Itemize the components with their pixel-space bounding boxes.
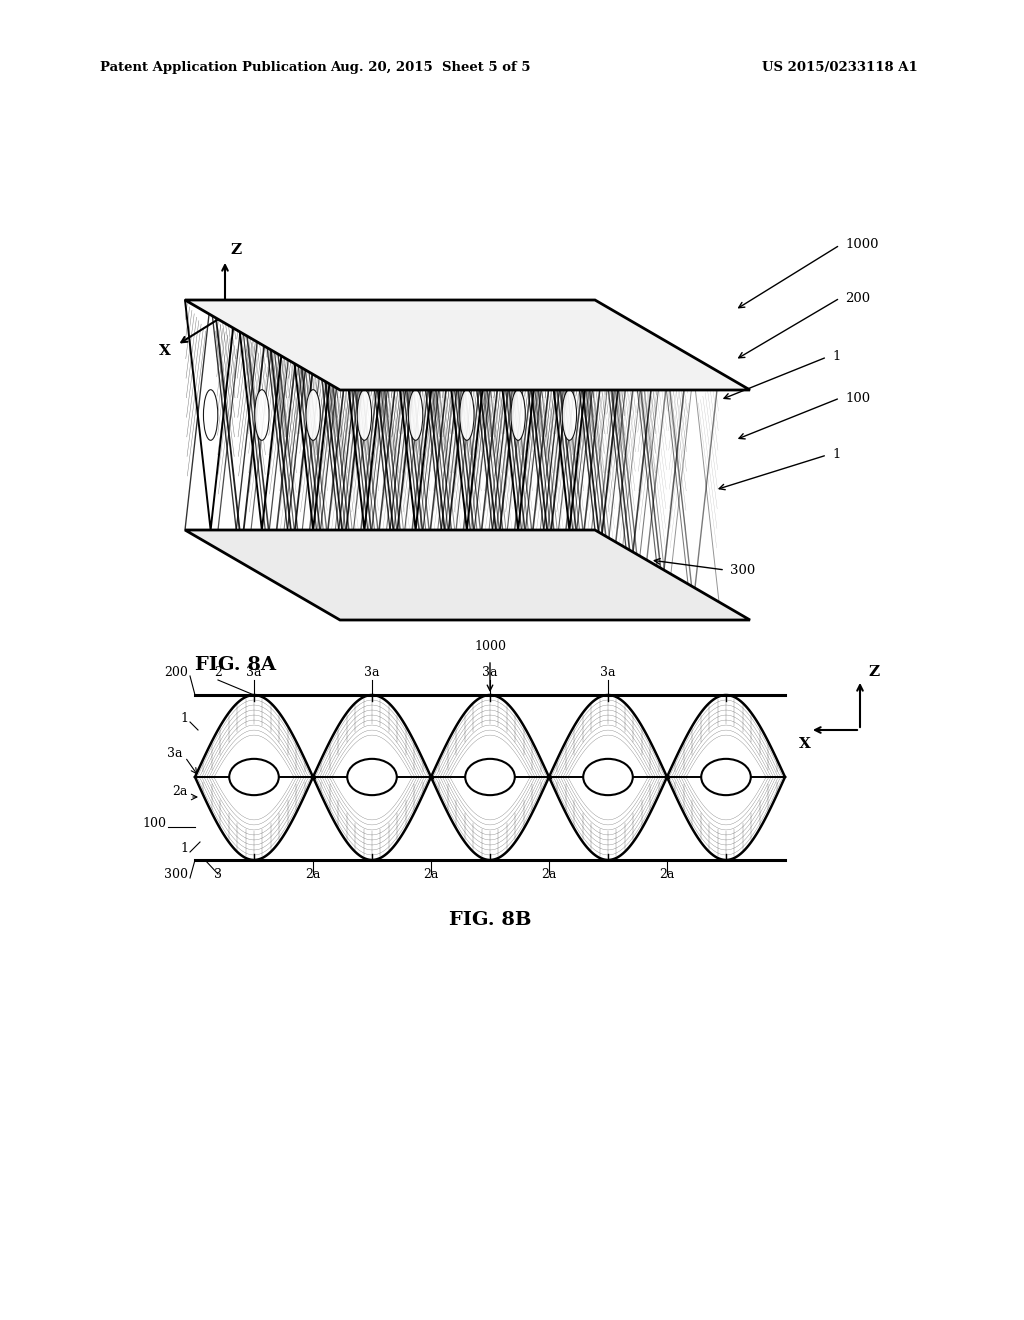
Text: X: X	[159, 345, 171, 358]
Text: 2a: 2a	[423, 869, 438, 880]
Text: X: X	[799, 737, 811, 751]
Text: 200: 200	[164, 667, 188, 678]
Ellipse shape	[306, 389, 321, 441]
Ellipse shape	[347, 759, 396, 795]
Text: 3a: 3a	[246, 667, 262, 678]
Text: 1000: 1000	[845, 239, 879, 252]
Text: 2a: 2a	[659, 869, 675, 880]
Text: Z: Z	[230, 243, 241, 257]
Ellipse shape	[229, 759, 279, 795]
Text: 100: 100	[142, 817, 166, 830]
Ellipse shape	[584, 759, 633, 795]
Text: 300: 300	[164, 869, 188, 880]
Text: 2: 2	[214, 667, 222, 678]
Text: 1: 1	[180, 711, 188, 725]
Ellipse shape	[357, 389, 372, 441]
Text: Z: Z	[868, 665, 880, 678]
Ellipse shape	[409, 389, 423, 441]
Text: 100: 100	[845, 392, 870, 404]
Text: 3a: 3a	[365, 667, 380, 678]
Text: 2a: 2a	[305, 869, 321, 880]
Ellipse shape	[562, 389, 577, 441]
Text: 3: 3	[214, 869, 222, 880]
Text: FIG. 8B: FIG. 8B	[449, 911, 531, 929]
Text: 200: 200	[845, 292, 870, 305]
Text: Patent Application Publication: Patent Application Publication	[100, 62, 327, 74]
Text: 3a: 3a	[482, 667, 498, 678]
Text: US 2015/0233118 A1: US 2015/0233118 A1	[762, 62, 918, 74]
Text: 2a: 2a	[173, 785, 188, 799]
Text: 1000: 1000	[474, 640, 506, 653]
Polygon shape	[185, 300, 750, 389]
Text: 3a: 3a	[168, 747, 183, 760]
Ellipse shape	[701, 759, 751, 795]
Polygon shape	[185, 531, 750, 620]
Ellipse shape	[204, 389, 218, 441]
Ellipse shape	[255, 389, 269, 441]
Text: Aug. 20, 2015  Sheet 5 of 5: Aug. 20, 2015 Sheet 5 of 5	[330, 62, 530, 74]
Text: 1: 1	[831, 351, 841, 363]
Ellipse shape	[465, 759, 515, 795]
Ellipse shape	[511, 389, 525, 441]
Text: 1: 1	[180, 842, 188, 855]
Text: 2a: 2a	[542, 869, 557, 880]
Text: 3a: 3a	[600, 667, 615, 678]
Text: 300: 300	[730, 564, 756, 577]
Text: 1: 1	[831, 449, 841, 462]
Text: FIG. 8A: FIG. 8A	[195, 656, 276, 675]
Text: Y: Y	[293, 327, 304, 342]
Ellipse shape	[460, 389, 474, 441]
